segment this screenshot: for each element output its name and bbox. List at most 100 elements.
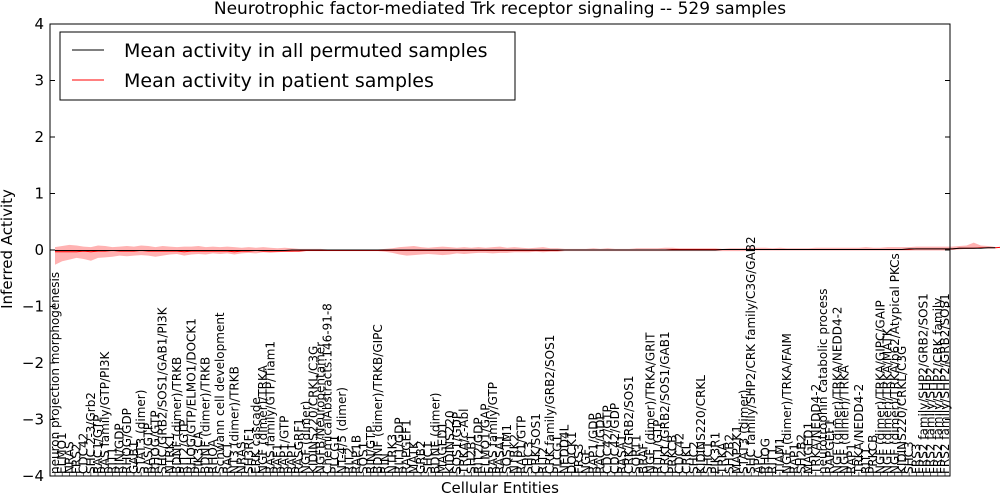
x-tick-label: RHOG — [759, 438, 773, 474]
x-tick-label: NGF (dimer)/TRKA/p62/Atypical PKCs — [888, 253, 902, 474]
x-tick-label: RAPGEF1 — [823, 419, 837, 474]
x-tick-label: CRK/SOS1 — [529, 413, 543, 474]
x-tick-label: GAB1 — [127, 441, 141, 474]
x-tick-label: ChemicalAbstracts:146-91-8 — [321, 303, 335, 474]
x-tick-label: SOS1 — [357, 442, 371, 474]
x-tick-label: NTRK3 — [385, 434, 399, 474]
y-tick-label: 4 — [34, 15, 44, 33]
x-tick-label: RAS/GTP — [141, 423, 155, 474]
x-tick-label: BDNF (dimer)/TRKB — [170, 357, 184, 474]
x-tick-label: RIT2 — [536, 447, 550, 474]
x-tick-label: CRKL/GRB2/SOS1/GAB1 — [658, 331, 672, 474]
x-tick-label: NTRK2 — [507, 434, 521, 474]
x-tick-label: RAP1/GTP — [515, 416, 529, 474]
x-tick-labels: neuron projection morphogenesisELMO1NRAS… — [48, 236, 952, 476]
x-tick-label: KIDINS220/CRKL/C3G — [895, 346, 909, 474]
x-tick-label: RAC1/GTP — [91, 415, 105, 474]
x-tick-label: NGF (dimer)/TRKA/MATK — [881, 327, 895, 474]
y-tick-label: 3 — [34, 72, 44, 90]
x-tick-label: APC — [751, 450, 765, 474]
x-tick-label: RAC1 — [220, 442, 234, 474]
plot-frame — [49, 23, 951, 477]
x-tick-label: NGF (dimer)/TRKA/FAIM — [780, 333, 794, 474]
x-tick-label: Schwann cell development — [213, 312, 227, 474]
x-tick-label: CDC42 — [672, 433, 686, 474]
x-tick-label: MAGED1 — [802, 422, 816, 474]
x-tick-label: SHC1 — [421, 441, 435, 474]
x-tick-label: RHOA — [206, 438, 220, 474]
x-tick-label: SORT1 — [629, 434, 643, 474]
x-tick-label: FRS2 family/SHP2/GRB2/SOS1 — [938, 293, 952, 474]
x-tick-label: SHC 2-3/Grb2 — [84, 392, 98, 474]
x-tick-label: SHC3 — [522, 441, 536, 474]
x-tick-label: RIT1 — [105, 447, 119, 474]
legend-box — [59, 31, 516, 101]
x-tick-label: PLCG1 — [550, 435, 564, 474]
chart-title: Neurotrophic factor-mediated Trk recepto… — [214, 0, 786, 19]
x-tick-label: NEDD4L — [558, 424, 572, 474]
x-tick-label: RAP1 — [787, 443, 801, 474]
x-tick-label: SHC family/SHP2/CRK family/C3G/GAB2 — [744, 236, 758, 474]
x-tick-label: ELMO1/GAP — [479, 404, 493, 474]
x-tick-label: KIDINS220/CRKL — [694, 375, 708, 474]
y-tick-label: −4 — [22, 467, 44, 485]
x-tick-label: BRAF — [637, 443, 651, 474]
x-tick-label: RAP1/GTP — [278, 416, 292, 474]
x-tick-label: RAP1 — [845, 443, 859, 474]
x-tick-label: MATK — [407, 440, 421, 474]
x-tick-label: STAT3 (dimer) — [737, 390, 751, 474]
x-tick-label: RIN — [378, 453, 392, 474]
x-tick-label: RAP1/GDP — [586, 413, 600, 474]
x-tick-label: SHC2 — [687, 441, 701, 474]
x-tick-label: CRK/GRB2/SOS1 — [622, 375, 636, 474]
x-tick-label: RHOG/GDP — [120, 408, 134, 474]
x-tick-label: CDC42/GTP — [601, 405, 615, 474]
x-tick-label: NRAS — [62, 441, 76, 474]
y-tick-label: −2 — [22, 354, 44, 372]
x-tick-label: RIT1/GDP — [393, 417, 407, 474]
x-tick-label: RAS family/GTP/Tiam1 — [263, 341, 277, 474]
x-tick-label: SHC3 — [902, 441, 916, 474]
x-tick-label: NGF (dimer)/TRKA/GRIT — [644, 332, 658, 474]
x-tick-label: NGF (dimer)/TRKA/NEDD4-2 — [830, 306, 844, 474]
x-tick-label: RAPGEF1 — [400, 419, 414, 474]
x-tick-label: KIDINS220/CRKL/C3G — [306, 346, 320, 474]
x-tick-label: PLCG1 — [328, 435, 342, 474]
x-tick-label: RASGRF1 — [292, 418, 306, 474]
x-tick-label: RAP1 — [285, 443, 299, 474]
x-tick-label: RIT1 — [766, 447, 780, 474]
x-tick-label: CRK family/GRB2/SOS1 — [543, 335, 557, 474]
x-tick-label: NGF (dimer)/TRKA/GIPC/GAIP — [873, 300, 887, 474]
confidence-band — [55, 242, 1000, 265]
x-tick-label: NGF — [579, 449, 593, 474]
x-tick-label: neurotrophin catabolic process — [816, 289, 830, 474]
x-tick-label: CDC42 — [77, 433, 91, 474]
x-tick-label: RAF1 — [271, 443, 285, 474]
x-tick-label: SHC1 — [701, 441, 715, 474]
x-tick-label: RIT1/GTP — [651, 420, 665, 474]
x-tick-label: TIAM1 — [773, 437, 787, 475]
x-axis-label: Cellular Entities — [441, 479, 559, 497]
x-tick-label: RIN/GTP — [364, 426, 378, 474]
x-tick-label: STAT3 (dimer) — [134, 390, 148, 474]
x-tick-label: KIDINS220 — [443, 410, 457, 474]
x-tick-label: NTRK1 — [163, 434, 177, 474]
y-tick-label: 1 — [34, 185, 44, 203]
y-tick-labels: −4 −3 −2 −1 0 1 2 3 4 — [22, 15, 950, 485]
legend-permuted-label: Mean activity in all permuted samples — [124, 40, 487, 62]
x-tick-label: TRKA/NEDD4-2 — [809, 384, 823, 475]
x-tick-label: PRKCB — [866, 435, 880, 474]
y-tick-label: 2 — [34, 128, 44, 146]
y-tick-label: −3 — [22, 411, 44, 429]
x-tick-label: NT-4/5 (dimer) — [335, 387, 349, 474]
x-tick-label: FRS3 — [572, 443, 586, 474]
x-tick-label: SH2B1 — [464, 434, 478, 474]
x-tick-label: NGF (dimer) — [299, 401, 313, 474]
x-tick-label: RAP1B — [349, 435, 363, 474]
x-tick-label: BDNF (dimer)/TRKB — [199, 357, 213, 474]
x-tick-label: RIT2 — [342, 447, 356, 474]
x-tick-label: SQSTM1 — [500, 424, 514, 474]
permuted-series-line — [55, 247, 996, 252]
legend-patient-label: Mean activity in patient samples — [124, 70, 434, 92]
